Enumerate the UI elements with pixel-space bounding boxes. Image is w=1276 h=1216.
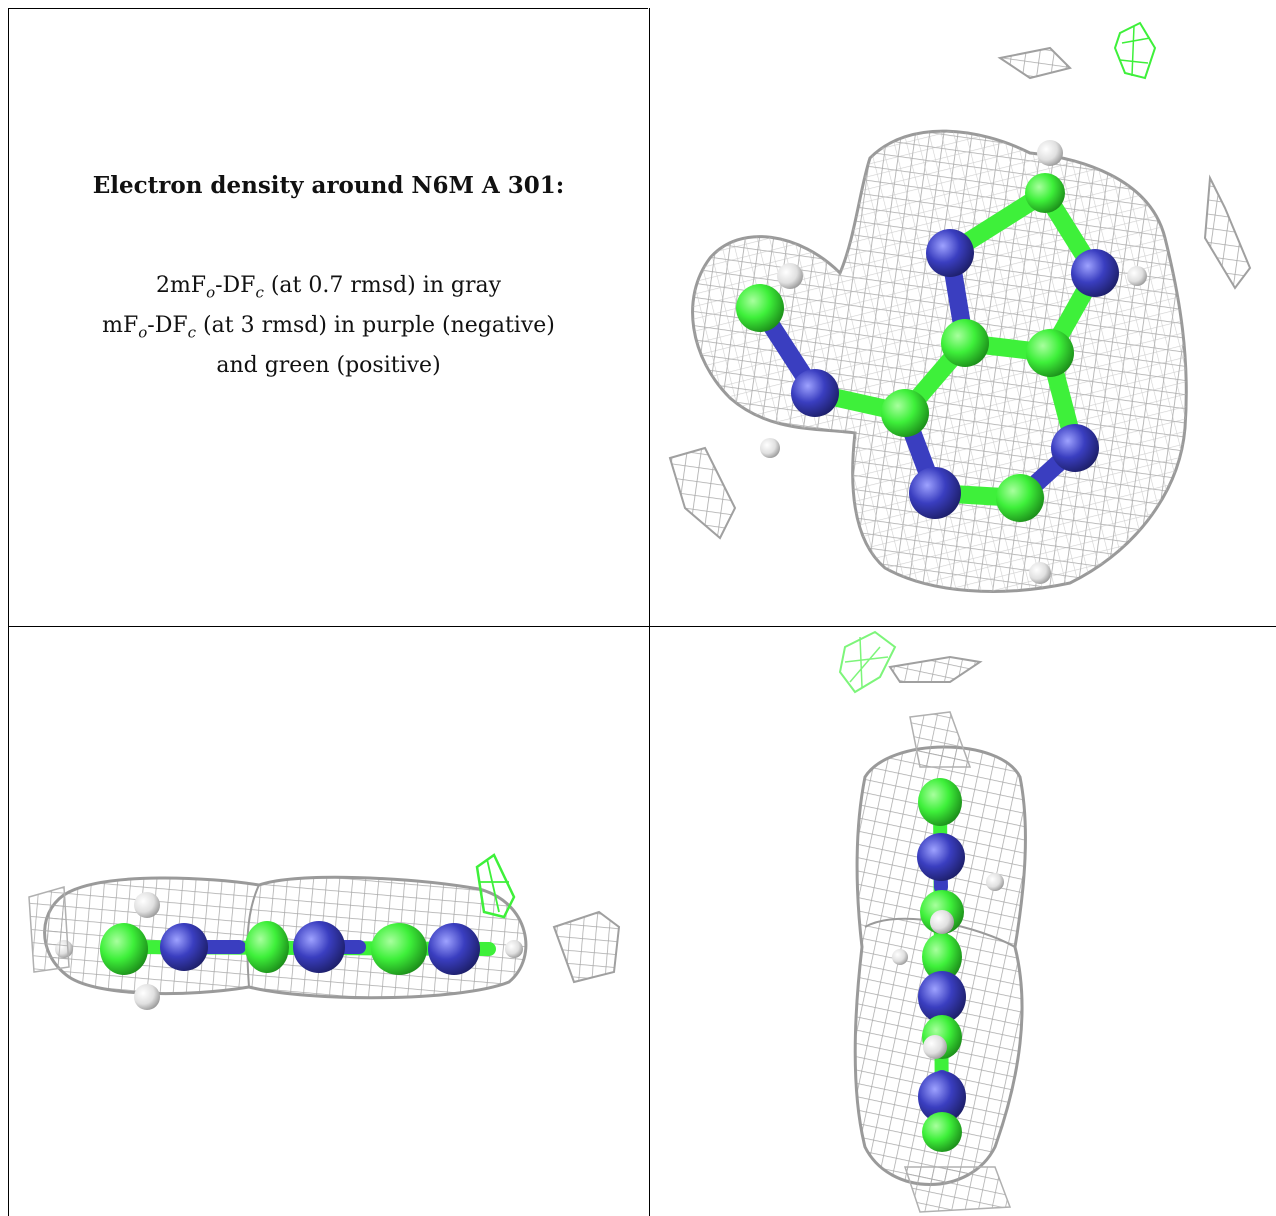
mesh-fragment (909, 711, 972, 768)
caption-line-green: and green (positive) (216, 353, 441, 379)
panel-side-view-horizontal (9, 627, 649, 1216)
caption-line1-sub-o: o (206, 283, 216, 301)
molecule-atoms (55, 892, 523, 1010)
positive-density-fragment (1113, 21, 1157, 80)
caption-line2-c: -DF (147, 313, 188, 338)
caption-lines: 2mFo-DFc (at 0.7 rmsd) in gray mFo-DFc (… (102, 269, 555, 383)
caption-line1-e: (at 0.7 rmsd) in gray (263, 272, 502, 298)
mesh-fragment (28, 886, 70, 973)
mesh-fragment (997, 46, 1072, 80)
mesh-fragment (552, 910, 621, 984)
mesh-fragment (903, 1166, 1012, 1213)
positive-density-fragment (475, 853, 516, 919)
caption-line2-a: mF (102, 313, 139, 338)
caption-line-gray: 2mFo-DFc (at 0.7 rmsd) in gray (102, 269, 555, 309)
caption-line2-sub-c: c (187, 323, 197, 342)
panel-side-view-vertical (650, 627, 1276, 1216)
positive-density-fragment (838, 630, 897, 694)
mesh-fragment (1203, 174, 1252, 290)
caption-line1-a: 2mF (155, 272, 207, 298)
caption-line2-sub-o: o (138, 323, 148, 342)
table-left-border (8, 8, 9, 1216)
panel-top-view (650, 8, 1276, 626)
caption-cell: Electron density around N6M A 301: 2mFo-… (8, 8, 649, 626)
molecule-atoms (892, 778, 1004, 1152)
caption-line-difference: mFo-DFc (at 3 rmsd) in purple (negative) (102, 309, 555, 349)
table-middle-border (8, 626, 1276, 627)
caption-line1-sub-c: c (255, 283, 264, 301)
mesh-fragment (888, 655, 983, 683)
caption-title: Electron density around N6M A 301: (92, 171, 565, 199)
side-horizontal-svg (28, 853, 621, 1010)
molecule-atoms (736, 140, 1147, 584)
caption-line1-c: -DF (215, 272, 256, 298)
table-center-border (649, 8, 650, 1216)
top-view-svg (668, 21, 1252, 593)
side-vertical-svg (838, 630, 1027, 1213)
caption-line2-e: (at 3 rmsd) in purple (negative) (196, 313, 555, 338)
table-top-border (8, 8, 648, 9)
mesh-fragment (668, 446, 737, 540)
